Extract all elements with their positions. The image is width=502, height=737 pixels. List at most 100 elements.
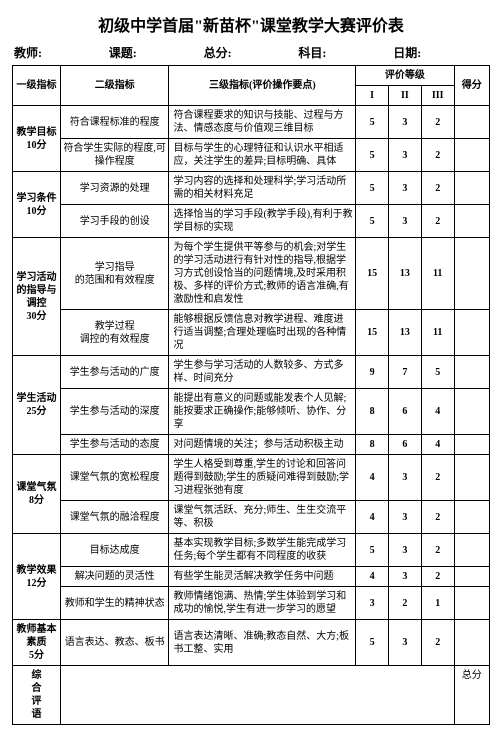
- level-value: 4: [356, 501, 389, 534]
- indicator3-cell: 对问题情境的关注；参与活动积极主动: [169, 435, 356, 455]
- level-value: 4: [421, 389, 454, 435]
- level-value: 5: [421, 356, 454, 389]
- level-value: 2: [421, 501, 454, 534]
- indicator2-cell: 课堂气氛的宽松程度: [60, 455, 169, 501]
- levels-header: 评价等级: [356, 66, 454, 86]
- level-value: 3: [389, 620, 422, 666]
- indicator3-cell: 能够根据反馈信息对教学进程、难度进行适当调整;合理处理临时出现的各种情况: [169, 310, 356, 356]
- level-value: 5: [356, 534, 389, 567]
- indicator2-cell: 目标达成度: [60, 534, 169, 567]
- level-value: 4: [356, 567, 389, 587]
- level-value: 13: [389, 238, 422, 310]
- indicator3-cell: 教师情绪饱满、热情;学生体验到学习和成功的愉悦,学生有进一步学习的愿望: [169, 587, 356, 620]
- teacher-label: 教师:: [14, 44, 109, 61]
- level-value: 2: [421, 620, 454, 666]
- date-label: 日期:: [393, 44, 488, 61]
- score-cell[interactable]: [454, 389, 489, 435]
- indicator2-cell: 学习手段的创设: [60, 205, 169, 238]
- level3-header: III: [421, 86, 454, 106]
- level-value: 3: [389, 106, 422, 139]
- score-cell[interactable]: [454, 356, 489, 389]
- indicator2-cell: 学习指导的范围和有效程度: [60, 238, 169, 310]
- level-value: 3: [389, 205, 422, 238]
- level-value: 8: [356, 389, 389, 435]
- level-value: 2: [421, 455, 454, 501]
- level-value: 7: [389, 356, 422, 389]
- level-value: 9: [356, 356, 389, 389]
- level2-header: II: [389, 86, 422, 106]
- level-value: 8: [356, 435, 389, 455]
- level1-header: I: [356, 86, 389, 106]
- category-cell: 学习活动的指导与调控30分: [13, 238, 61, 356]
- total-label: 总分:: [204, 44, 299, 61]
- category-cell: 课堂气氛8分: [13, 455, 61, 534]
- score-cell[interactable]: [454, 620, 489, 666]
- score-cell[interactable]: [454, 567, 489, 587]
- level-value: 15: [356, 310, 389, 356]
- level-value: 2: [421, 139, 454, 172]
- level-value: 1: [421, 587, 454, 620]
- summary-content[interactable]: [60, 666, 454, 725]
- score-cell[interactable]: [454, 238, 489, 310]
- score-cell[interactable]: [454, 534, 489, 567]
- level-value: 15: [356, 238, 389, 310]
- indicator2-cell: 语言表达、教态、板书: [60, 620, 169, 666]
- indicator2-cell: 教师和学生的精神状态: [60, 587, 169, 620]
- total-score-cell[interactable]: 总分: [454, 666, 489, 725]
- indicator3-cell: 目标与学生的心理特征和认识水平相适应，关注学生的差异;目标明确、具体: [169, 139, 356, 172]
- indicator3-cell: 选择恰当的学习手段(教学手段),有利于教学目标的实现: [169, 205, 356, 238]
- level-value: 2: [421, 534, 454, 567]
- summary-label: 综合评语: [13, 666, 61, 725]
- indicator3-cell: 符合课程要求的知识与技能、过程与方法、情感态度与价值观三维目标: [169, 106, 356, 139]
- indicator3-cell: 学习内容的选择和处理科学;学习活动所需的相关材料充足: [169, 172, 356, 205]
- level-value: 3: [389, 172, 422, 205]
- category-cell: 学生活动25分: [13, 356, 61, 455]
- indicator2-cell: 学习资源的处理: [60, 172, 169, 205]
- level-value: 3: [389, 455, 422, 501]
- score-cell[interactable]: [454, 455, 489, 501]
- score-cell[interactable]: [454, 435, 489, 455]
- level-value: 5: [356, 172, 389, 205]
- header-row: 教师: 课题: 总分: 科目: 日期:: [12, 44, 490, 61]
- level-value: 4: [356, 455, 389, 501]
- page-title: 初级中学首届"新苗杯"课堂教学大赛评价表: [12, 12, 490, 36]
- category-cell: 教学目标10分: [13, 106, 61, 172]
- indicator2-cell: 学生参与活动的广度: [60, 356, 169, 389]
- level-value: 11: [421, 238, 454, 310]
- category-cell: 教学效果12分: [13, 534, 61, 620]
- indicator3-cell: 语言表达清晰、准确;教态自然、大方;板书工整、实用: [169, 620, 356, 666]
- indicator3-cell: 学生人格受到尊重,学生的讨论和回答问题得到鼓励;学生的质疑问难得到鼓励;学习进程…: [169, 455, 356, 501]
- col1-header: 一级指标: [13, 66, 61, 106]
- score-cell[interactable]: [454, 501, 489, 534]
- indicator2-cell: 教学过程调控的有效程度: [60, 310, 169, 356]
- score-cell[interactable]: [454, 172, 489, 205]
- level-value: 4: [421, 435, 454, 455]
- indicator2-cell: 学生参与活动的深度: [60, 389, 169, 435]
- indicator2-cell: 解决问题的灵活性: [60, 567, 169, 587]
- indicator2-cell: 学生参与活动的态度: [60, 435, 169, 455]
- indicator2-cell: 符合课程标准的程度: [60, 106, 169, 139]
- level-value: 6: [389, 435, 422, 455]
- score-cell[interactable]: [454, 587, 489, 620]
- indicator2-cell: 课堂气氛的融洽程度: [60, 501, 169, 534]
- level-value: 3: [356, 587, 389, 620]
- level-value: 2: [421, 172, 454, 205]
- level-value: 11: [421, 310, 454, 356]
- level-value: 5: [356, 620, 389, 666]
- category-cell: 学习条件10分: [13, 172, 61, 238]
- score-cell[interactable]: [454, 310, 489, 356]
- level-value: 6: [389, 389, 422, 435]
- score-cell[interactable]: [454, 205, 489, 238]
- lesson-label: 课题:: [109, 44, 204, 61]
- indicator3-cell: 基本实现教学目标;多数学生能完成学习任务;每个学生都有不同程度的收获: [169, 534, 356, 567]
- score-cell[interactable]: [454, 139, 489, 172]
- level-value: 13: [389, 310, 422, 356]
- col3-header: 三级指标(评价操作要点): [169, 66, 356, 106]
- level-value: 2: [421, 567, 454, 587]
- score-cell[interactable]: [454, 106, 489, 139]
- level-value: 5: [356, 106, 389, 139]
- indicator2-cell: 符合学生实际的程度,可操作程度: [60, 139, 169, 172]
- score-header: 得分: [454, 66, 489, 106]
- level-value: 2: [389, 587, 422, 620]
- indicator3-cell: 有些学生能灵活解决教学任务中问题: [169, 567, 356, 587]
